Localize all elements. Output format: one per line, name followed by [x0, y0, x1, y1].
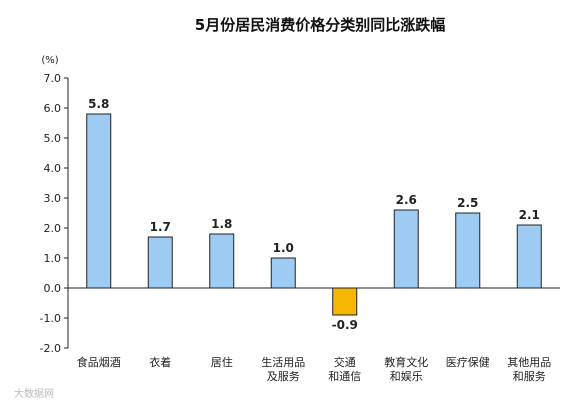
- category-label: 医疗保健: [446, 355, 490, 369]
- data-label: 5.8: [88, 97, 109, 111]
- y-axis-unit: (%): [41, 55, 58, 66]
- category-label: 及服务: [267, 370, 300, 383]
- bars: [86, 113, 542, 316]
- category-label: 和服务: [513, 370, 546, 383]
- data-label: 2.1: [519, 208, 540, 222]
- category-label: 其他用品: [507, 356, 551, 369]
- category-label: 食品烟酒: [77, 355, 121, 369]
- category-label: 生活用品: [261, 355, 305, 369]
- data-label: 2.5: [457, 196, 478, 210]
- data-label: 1.7: [150, 220, 171, 234]
- y-tick-label: 2.0: [44, 222, 62, 235]
- data-label: 2.6: [396, 193, 417, 207]
- category-label: 和娱乐: [390, 369, 423, 383]
- category-label: 教育文化: [384, 355, 428, 369]
- chart-title: 5月份居民消费价格分类别同比涨跌幅: [195, 16, 445, 34]
- category-label: 衣着: [149, 355, 171, 369]
- category-label: 居住: [211, 355, 233, 369]
- y-tick-label: 5.0: [44, 132, 62, 145]
- data-labels: 5.8 1.7 1.8 1.0 -0.9 2.6 2.5 2.1: [88, 97, 540, 332]
- watermark: 大数据网: [14, 387, 54, 400]
- y-tick-labels: 7.0 6.0 5.0 4.0 3.0 2.0 1.0 0.0 -1.0 -2.0: [40, 72, 68, 355]
- bar: [332, 287, 358, 316]
- bar: [393, 209, 419, 289]
- y-tick-label: 0.0: [44, 282, 62, 295]
- y-tick-label: 1.0: [44, 252, 62, 265]
- y-tick-label: 7.0: [44, 72, 62, 85]
- bar: [455, 212, 481, 289]
- bar: [516, 224, 542, 289]
- category-label: 和通信: [328, 370, 361, 383]
- y-tick-label: -1.0: [40, 312, 61, 325]
- data-label: 1.8: [211, 217, 232, 231]
- y-tick-label: 3.0: [44, 192, 62, 205]
- bar: [86, 113, 112, 289]
- data-label: -0.9: [332, 318, 358, 332]
- bar: [270, 257, 296, 289]
- y-tick-label: -2.0: [40, 342, 61, 355]
- category-label: 交通: [334, 355, 356, 369]
- data-label: 1.0: [273, 241, 294, 255]
- bar: [209, 233, 235, 289]
- y-tick-label: 6.0: [44, 102, 62, 115]
- bar: [147, 236, 173, 289]
- y-tick-label: 4.0: [44, 162, 62, 175]
